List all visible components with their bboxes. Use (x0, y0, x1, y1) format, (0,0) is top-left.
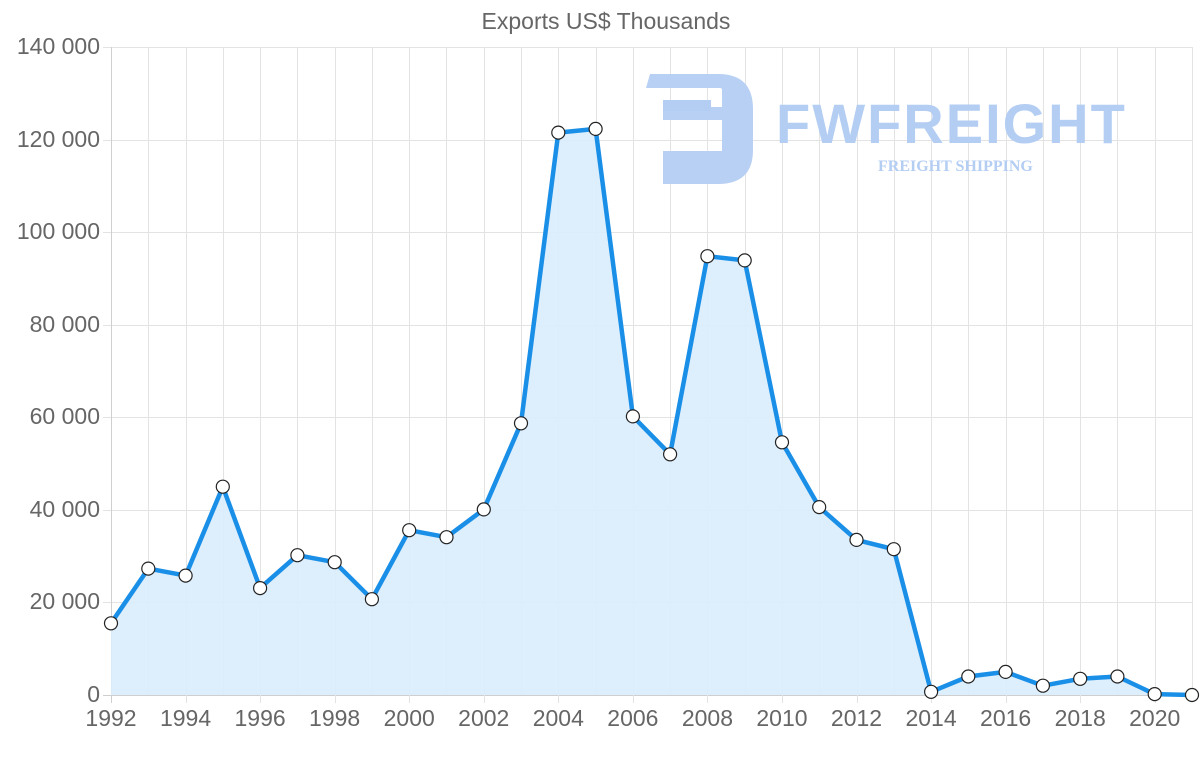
y-tick-label: 40 000 (29, 495, 100, 522)
data-point (476, 502, 491, 517)
x-tick-label: 2020 (1129, 705, 1181, 731)
x-tick-label: 2002 (458, 705, 510, 731)
y-tick-label: 20 000 (29, 588, 100, 615)
data-point (923, 684, 939, 699)
y-tick-label: 0 (87, 681, 100, 707)
data-point (364, 592, 379, 607)
data-point (402, 523, 417, 538)
x-tick-label: 2010 (756, 705, 808, 731)
fwfreight-logo-icon (646, 74, 753, 184)
chart-title: Exports US$ Thousands (481, 8, 731, 34)
x-tick-label: 1992 (85, 705, 137, 731)
y-tick-label: 140 000 (16, 33, 100, 59)
x-tick-label: 2014 (905, 705, 957, 731)
data-point (886, 542, 901, 557)
data-point (1035, 678, 1051, 693)
data-point (961, 669, 976, 684)
x-tick-label: 2018 (1054, 705, 1106, 731)
data-point (737, 253, 752, 268)
x-tick-label: 1994 (159, 705, 212, 731)
data-point (625, 409, 641, 424)
y-tick-label: 120 000 (16, 125, 100, 152)
data-point (327, 555, 342, 570)
x-tick-label: 1996 (234, 705, 286, 731)
data-point (774, 435, 790, 450)
y-tick-label: 100 000 (16, 218, 100, 245)
data-point (998, 664, 1013, 680)
x-tick-label: 2004 (532, 705, 584, 731)
y-tick-label: 80 000 (29, 310, 100, 337)
data-point (1184, 687, 1200, 703)
data-point (1073, 671, 1088, 686)
data-point (253, 580, 268, 596)
data-point (215, 479, 230, 494)
x-tick-label: 2012 (830, 705, 883, 731)
data-point (812, 500, 827, 515)
data-point (513, 416, 529, 431)
data-point (551, 125, 566, 140)
data-point (662, 447, 678, 462)
y-tick-label: 60 000 (29, 403, 100, 430)
data-point (1110, 669, 1125, 684)
data-point (588, 121, 603, 136)
data-point (849, 532, 864, 548)
data-points (103, 121, 1200, 703)
data-point (439, 530, 454, 545)
x-tick-label: 2006 (607, 705, 659, 731)
data-point (700, 249, 715, 264)
x-tick-label: 2016 (980, 705, 1032, 731)
watermark-tagline: FREIGHT SHIPPING (878, 158, 1033, 175)
x-tick-label: 1998 (309, 705, 361, 731)
x-tick-label: 2000 (383, 705, 435, 731)
area-fill (111, 128, 1192, 695)
data-point (178, 568, 193, 583)
watermark-brand: FWFREIGHT (776, 92, 1127, 155)
data-point (141, 561, 156, 576)
data-point (290, 548, 305, 563)
data-point (103, 616, 119, 631)
data-point (1147, 686, 1162, 702)
x-tick-label: 2008 (681, 705, 733, 731)
